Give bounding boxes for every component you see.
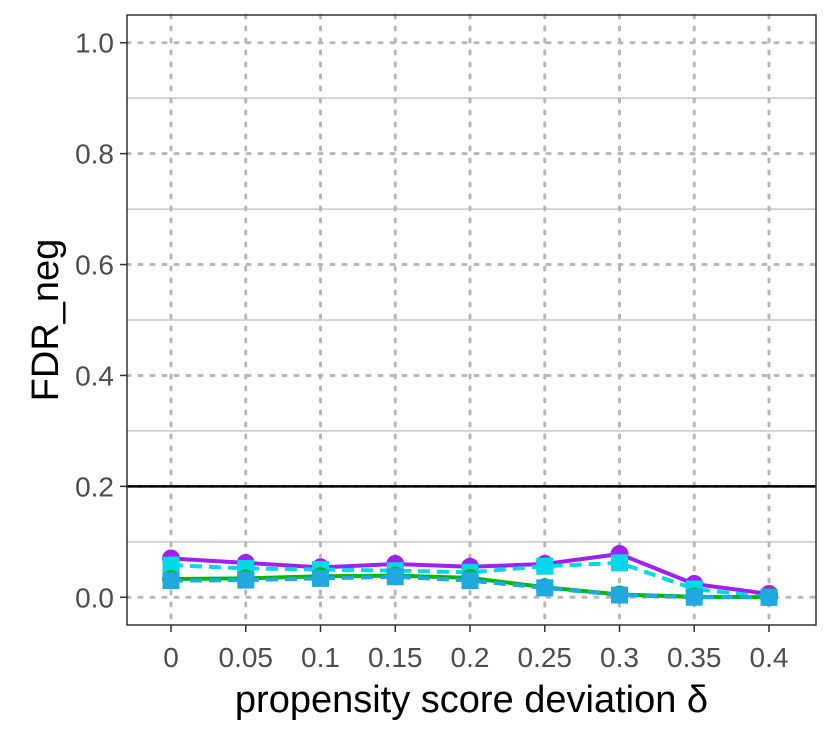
x-tick-label: 0.1 bbox=[301, 642, 340, 673]
y-tick-label: 0.4 bbox=[75, 360, 114, 391]
series-3 bbox=[162, 568, 778, 606]
y-tick-label: 0.6 bbox=[75, 250, 114, 281]
data-point bbox=[237, 571, 255, 589]
y-tick-label: 0.8 bbox=[75, 139, 114, 170]
y-axis-title: FDR_neg bbox=[25, 239, 67, 402]
series-layer bbox=[162, 545, 778, 607]
grid-major bbox=[125, 13, 818, 627]
data-point bbox=[536, 579, 554, 597]
x-tick-label: 0.4 bbox=[750, 642, 789, 673]
x-tick-label: 0.2 bbox=[451, 642, 490, 673]
data-point bbox=[386, 568, 404, 586]
data-point bbox=[536, 557, 554, 575]
data-point bbox=[611, 554, 628, 572]
x-tick-label: 0.25 bbox=[518, 642, 573, 673]
axis-ticks bbox=[120, 41, 770, 632]
data-point bbox=[312, 569, 329, 587]
x-tick-label: 0.05 bbox=[219, 642, 274, 673]
y-tick-labels: 0.0 0.2 0.4 0.6 0.8 1.0 bbox=[75, 28, 114, 614]
x-tick-label: 0.35 bbox=[667, 642, 722, 673]
y-tick-label: 0.0 bbox=[75, 582, 114, 613]
series-line bbox=[170, 560, 770, 600]
data-point bbox=[162, 572, 180, 590]
data-point bbox=[461, 572, 479, 590]
data-point bbox=[162, 556, 180, 574]
data-point bbox=[611, 586, 628, 604]
grid-minor bbox=[127, 97, 816, 543]
x-tick-label: 0.3 bbox=[600, 642, 639, 673]
x-axis-title: propensity score deviation δ bbox=[235, 679, 708, 721]
data-point bbox=[760, 588, 778, 606]
data-point bbox=[685, 588, 703, 606]
x-tick-label: 0.15 bbox=[368, 642, 423, 673]
y-tick-label: 0.2 bbox=[75, 471, 114, 502]
x-tick-label: 0 bbox=[163, 642, 179, 673]
x-tick-labels: 0 0.05 0.1 0.15 0.2 0.25 0.3 0.35 0.4 bbox=[163, 642, 788, 673]
series-line bbox=[170, 574, 769, 600]
y-tick-label: 1.0 bbox=[75, 28, 114, 59]
panel-border bbox=[126, 14, 817, 626]
